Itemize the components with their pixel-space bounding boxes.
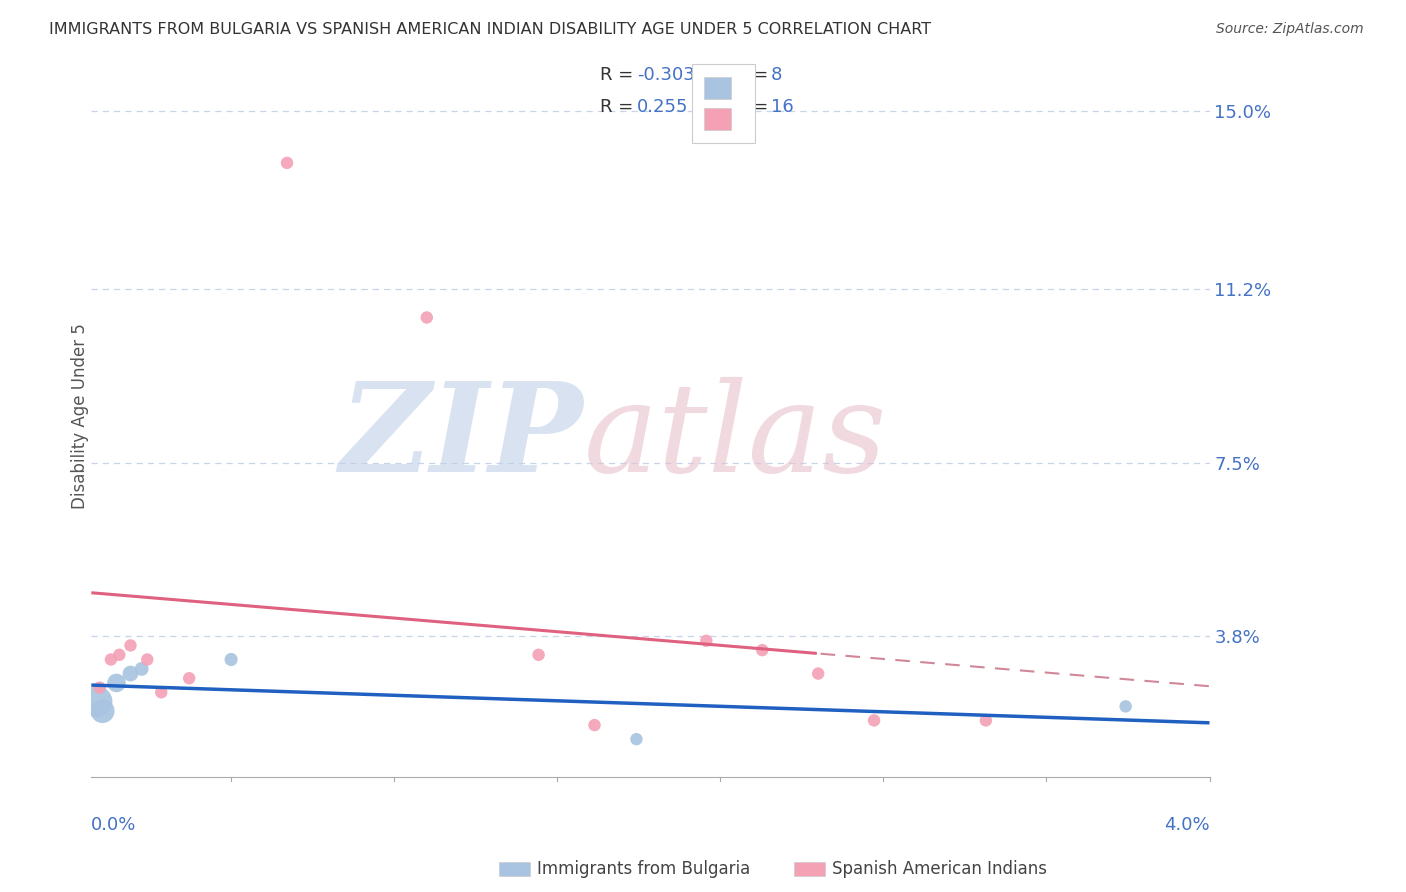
Point — [89, 681, 111, 695]
Point — [91, 704, 114, 718]
Point — [120, 639, 142, 653]
Point — [583, 718, 606, 732]
Point — [974, 714, 997, 728]
Point — [108, 648, 131, 662]
Point — [863, 714, 886, 728]
Text: 0.255: 0.255 — [637, 98, 689, 116]
Text: N =: N = — [734, 66, 775, 85]
Text: Source: ZipAtlas.com: Source: ZipAtlas.com — [1216, 22, 1364, 37]
Point — [626, 732, 648, 747]
Point — [179, 671, 201, 685]
Point — [527, 648, 550, 662]
Text: ZIP: ZIP — [340, 376, 583, 499]
Point — [219, 652, 242, 666]
Text: N =: N = — [734, 98, 775, 116]
Point — [86, 695, 108, 709]
Text: 0.0%: 0.0% — [91, 816, 136, 834]
Text: 8: 8 — [770, 66, 783, 85]
Legend: , : , — [692, 64, 755, 143]
Text: R =: R = — [600, 66, 640, 85]
Point — [276, 156, 298, 170]
Text: 4.0%: 4.0% — [1164, 816, 1209, 834]
Point — [150, 685, 173, 699]
Point — [105, 676, 128, 690]
Point — [136, 652, 159, 666]
Point — [416, 310, 439, 325]
Point — [807, 666, 830, 681]
Point — [131, 662, 153, 676]
Point — [120, 666, 142, 681]
Point — [100, 652, 122, 666]
Point — [1115, 699, 1137, 714]
Y-axis label: Disability Age Under 5: Disability Age Under 5 — [72, 323, 89, 508]
Text: R =: R = — [600, 98, 640, 116]
Text: IMMIGRANTS FROM BULGARIA VS SPANISH AMERICAN INDIAN DISABILITY AGE UNDER 5 CORRE: IMMIGRANTS FROM BULGARIA VS SPANISH AMER… — [49, 22, 931, 37]
Point — [695, 633, 717, 648]
Text: Spanish American Indians: Spanish American Indians — [832, 860, 1047, 878]
Text: Immigrants from Bulgaria: Immigrants from Bulgaria — [537, 860, 751, 878]
Point — [751, 643, 773, 657]
Text: atlas: atlas — [583, 376, 887, 499]
Text: -0.303: -0.303 — [637, 66, 695, 85]
Text: 16: 16 — [770, 98, 794, 116]
